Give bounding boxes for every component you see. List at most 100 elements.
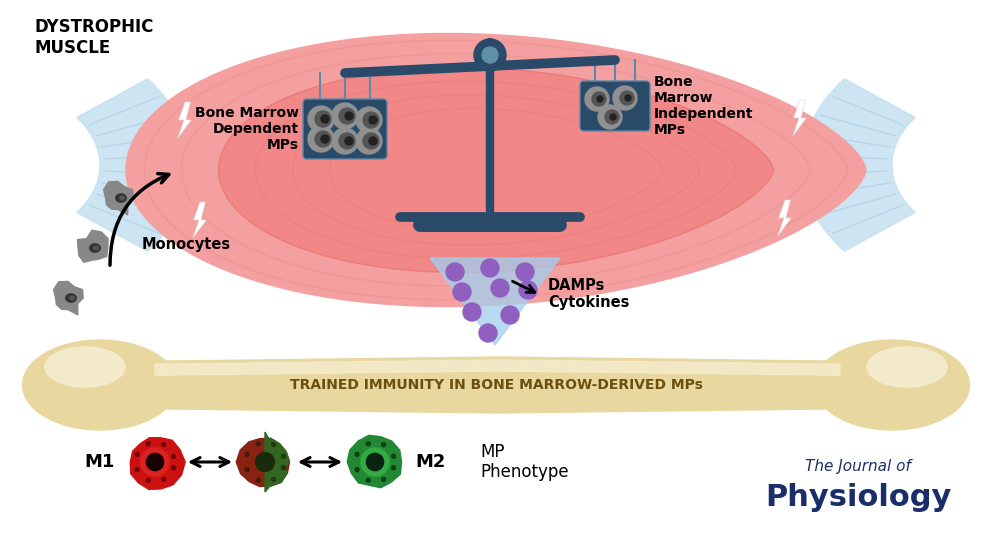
Text: DYSTROPHIC
MUSCLE: DYSTROPHIC MUSCLE [35, 18, 155, 57]
Circle shape [482, 47, 498, 63]
Circle shape [282, 454, 286, 458]
Polygon shape [77, 230, 108, 262]
Ellipse shape [867, 347, 947, 387]
Circle shape [332, 128, 358, 154]
Circle shape [147, 454, 164, 471]
Circle shape [272, 442, 276, 447]
Text: MP
Phenotype: MP Phenotype [480, 442, 568, 481]
Circle shape [392, 454, 396, 458]
Circle shape [135, 467, 139, 472]
Polygon shape [76, 79, 190, 251]
Circle shape [366, 442, 370, 446]
Ellipse shape [69, 296, 74, 300]
Circle shape [585, 87, 609, 111]
Polygon shape [430, 258, 560, 345]
Circle shape [256, 478, 260, 482]
FancyBboxPatch shape [580, 81, 650, 131]
Circle shape [339, 133, 355, 149]
Circle shape [308, 106, 334, 132]
Circle shape [446, 263, 464, 281]
Circle shape [162, 442, 166, 447]
Text: The Journal of: The Journal of [806, 458, 911, 473]
Circle shape [369, 137, 377, 145]
Circle shape [516, 263, 534, 281]
Circle shape [321, 135, 329, 143]
Circle shape [146, 442, 150, 446]
Circle shape [453, 283, 471, 301]
Circle shape [339, 108, 355, 124]
Circle shape [172, 454, 176, 458]
Circle shape [356, 128, 382, 154]
Ellipse shape [23, 340, 178, 430]
Circle shape [597, 96, 603, 102]
Circle shape [481, 259, 499, 277]
Polygon shape [347, 435, 402, 488]
Text: Monocytes: Monocytes [142, 238, 231, 253]
Ellipse shape [65, 294, 76, 302]
Circle shape [345, 112, 353, 120]
Polygon shape [793, 100, 806, 136]
Text: Bone Marrow
Dependent
MPs: Bone Marrow Dependent MPs [195, 106, 299, 152]
Circle shape [315, 131, 331, 147]
Circle shape [272, 478, 276, 481]
Circle shape [245, 453, 249, 456]
Circle shape [135, 453, 139, 456]
Ellipse shape [120, 196, 124, 200]
Text: Bone
Marrow
Independent
MPs: Bone Marrow Independent MPs [654, 75, 754, 138]
Polygon shape [155, 357, 840, 413]
Circle shape [519, 281, 537, 299]
Circle shape [598, 105, 622, 129]
Circle shape [382, 442, 386, 447]
FancyBboxPatch shape [303, 99, 387, 159]
Polygon shape [192, 202, 206, 238]
Text: TRAINED IMMUNITY IN BONE MARROW-DERIVED MPs: TRAINED IMMUNITY IN BONE MARROW-DERIVED … [290, 378, 702, 392]
Circle shape [146, 478, 150, 482]
Polygon shape [103, 181, 133, 215]
Circle shape [620, 91, 634, 105]
Circle shape [363, 112, 379, 128]
Circle shape [625, 95, 631, 101]
Circle shape [363, 133, 379, 149]
Text: Physiology: Physiology [765, 483, 951, 513]
Circle shape [369, 116, 377, 124]
Polygon shape [218, 68, 774, 272]
Circle shape [256, 453, 275, 472]
Ellipse shape [45, 347, 125, 387]
Circle shape [366, 478, 370, 482]
Circle shape [366, 454, 384, 471]
Circle shape [245, 467, 249, 472]
Text: DAMPs
Cytokines: DAMPs Cytokines [548, 278, 629, 310]
Circle shape [321, 115, 329, 123]
Circle shape [172, 466, 176, 470]
Polygon shape [54, 281, 83, 315]
Circle shape [345, 137, 353, 145]
Circle shape [282, 466, 286, 470]
Polygon shape [155, 360, 840, 375]
Circle shape [356, 107, 382, 133]
Circle shape [382, 478, 386, 481]
Polygon shape [126, 34, 866, 306]
Circle shape [605, 110, 619, 124]
Circle shape [355, 453, 359, 456]
Ellipse shape [116, 194, 126, 202]
Polygon shape [778, 200, 792, 236]
Circle shape [463, 303, 481, 321]
Ellipse shape [814, 340, 969, 430]
Circle shape [610, 114, 616, 120]
Circle shape [613, 86, 637, 110]
Circle shape [308, 126, 334, 152]
Circle shape [162, 478, 166, 481]
Polygon shape [265, 432, 290, 492]
Circle shape [592, 92, 606, 106]
Circle shape [501, 306, 519, 324]
Polygon shape [130, 438, 186, 489]
Circle shape [361, 448, 389, 476]
Polygon shape [178, 102, 191, 138]
Text: M1: M1 [84, 453, 115, 471]
Circle shape [491, 279, 509, 297]
Polygon shape [802, 79, 916, 251]
Circle shape [474, 39, 506, 71]
Ellipse shape [89, 244, 100, 252]
Circle shape [479, 324, 497, 342]
Circle shape [355, 467, 359, 472]
